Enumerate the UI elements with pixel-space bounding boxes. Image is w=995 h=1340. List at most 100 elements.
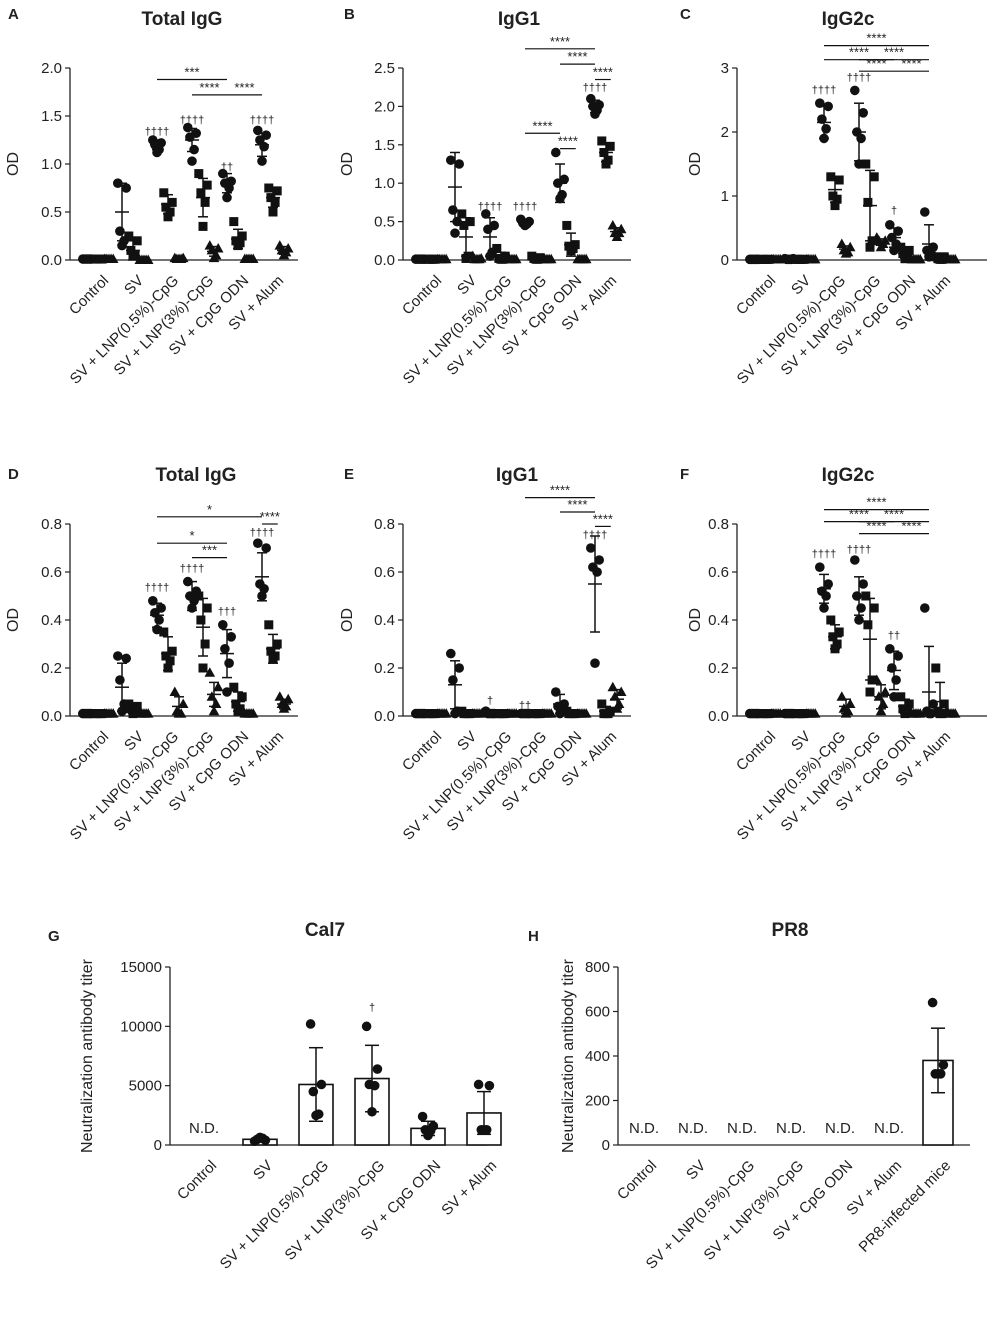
square-marker	[465, 217, 475, 227]
panel-letter: D	[8, 466, 19, 483]
circle-marker	[553, 178, 563, 188]
square-marker	[167, 197, 177, 207]
circle-marker	[115, 675, 125, 685]
significance-label: ****	[260, 509, 280, 524]
x-category-label-lnp05: SV + LNP(0.5%)-CpG	[217, 1157, 332, 1272]
significance-label: ****	[567, 49, 587, 64]
circle-marker	[113, 178, 123, 188]
dagger-label: ††††	[250, 115, 274, 127]
data-point	[372, 1064, 383, 1074]
square-marker	[93, 254, 103, 264]
circle-marker	[224, 658, 234, 668]
y-tick-label: 2	[721, 124, 729, 141]
triangle-marker	[278, 703, 290, 713]
data-point	[484, 1080, 495, 1091]
square-marker	[828, 632, 838, 642]
significance-label: ****	[849, 45, 869, 60]
triangle-marker	[609, 691, 621, 701]
dagger-label: ††††	[180, 563, 204, 575]
y-tick-label: 2.0	[41, 60, 62, 77]
x-category-label-sv: SV	[121, 728, 147, 754]
triangle-marker	[611, 231, 623, 241]
panel-title: Cal7	[305, 920, 345, 941]
circle-marker	[551, 687, 561, 697]
circle-marker	[448, 675, 458, 685]
x-category-label-control: Control	[174, 1157, 220, 1203]
square-marker	[272, 639, 282, 649]
square-marker	[760, 709, 770, 719]
triangle-marker	[945, 253, 957, 264]
dagger-label: ††††	[583, 529, 607, 541]
square-marker	[426, 254, 436, 264]
square-marker	[566, 246, 576, 256]
triangle-marker	[836, 238, 848, 248]
y-tick-label: 0.4	[41, 612, 62, 629]
significance-label: ****	[901, 519, 921, 534]
circle-marker	[885, 644, 895, 654]
y-tick-label: 2.0	[374, 98, 395, 115]
dagger-label: ††††	[478, 201, 502, 213]
data-point	[308, 1086, 319, 1097]
triangle-marker	[875, 241, 887, 252]
y-tick-label: 200	[585, 1093, 610, 1110]
square-marker	[264, 620, 274, 630]
square-marker	[229, 217, 239, 227]
triangle-marker	[910, 253, 922, 264]
x-category-label-sv: SV	[250, 1157, 276, 1183]
square-marker	[128, 709, 138, 719]
panel-letter: F	[680, 466, 689, 483]
square-marker	[863, 620, 873, 630]
circle-marker	[481, 209, 491, 219]
significance-label: ****	[532, 118, 552, 133]
data-point	[361, 1021, 372, 1032]
circle-marker	[113, 651, 123, 661]
x-category-label-control: Control	[399, 272, 445, 318]
y-axis-label: Neutralization antibody titer	[79, 958, 96, 1153]
significance-label: ****	[866, 31, 886, 46]
square-marker	[457, 209, 467, 219]
panel-g: G Cal7 Neutralization antibody titer 0 5000 1…	[48, 920, 502, 1273]
square-marker	[597, 699, 607, 709]
circle-marker	[891, 675, 901, 685]
square-marker	[163, 663, 173, 673]
square-marker	[163, 212, 173, 222]
y-tick-label: 0.6	[41, 564, 62, 581]
triangle-marker	[208, 252, 220, 263]
significance-label: ****	[199, 80, 219, 95]
triangle-marker	[844, 698, 856, 708]
triangle-marker	[173, 253, 185, 264]
triangle-marker	[212, 681, 224, 692]
y-tick-label: 600	[585, 1004, 610, 1021]
y-tick-label: 1	[721, 188, 729, 205]
x-category-label-sv: SV	[683, 1157, 709, 1183]
circle-marker	[852, 591, 862, 601]
square-marker	[601, 709, 611, 719]
square-marker	[865, 242, 875, 252]
square-marker	[531, 709, 541, 719]
dagger-label: †	[369, 1002, 375, 1014]
square-marker	[268, 207, 278, 217]
circle-marker	[856, 133, 866, 144]
circle-marker	[183, 122, 193, 133]
circle-marker	[117, 240, 127, 251]
y-tick-label: 800	[585, 959, 610, 976]
dagger-label: †	[487, 695, 493, 707]
square-marker	[601, 159, 611, 169]
square-marker	[795, 254, 805, 264]
circle-marker	[252, 538, 263, 548]
data-point	[369, 1080, 380, 1091]
significance-label: ***	[184, 65, 199, 80]
circle-marker	[551, 147, 561, 158]
data-point	[927, 997, 938, 1008]
significance-label: ****	[866, 519, 886, 534]
y-axis-label: OD	[339, 152, 356, 176]
panel-letter: G	[48, 928, 60, 945]
triangle-marker	[840, 248, 852, 258]
significance-label: ****	[866, 56, 886, 71]
circle-marker	[819, 603, 829, 613]
y-tick-label: 0.0	[41, 252, 62, 269]
square-marker	[605, 141, 615, 151]
